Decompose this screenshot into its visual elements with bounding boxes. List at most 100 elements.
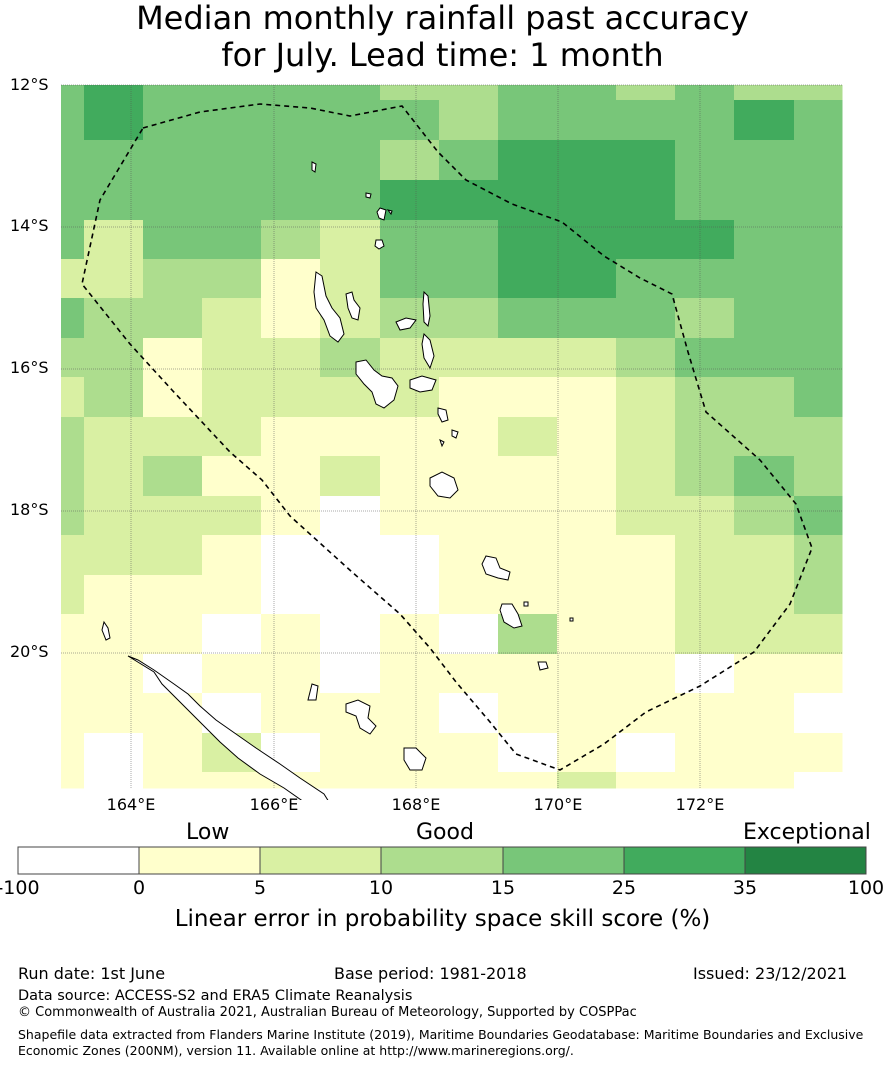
grid-cell bbox=[439, 259, 499, 299]
grid-cell bbox=[675, 496, 735, 536]
title-line-1: Median monthly rainfall past accuracy bbox=[136, 0, 749, 37]
grid-cell bbox=[794, 772, 843, 789]
grid-cell bbox=[202, 338, 262, 378]
grid-cell bbox=[439, 654, 499, 694]
grid-cell bbox=[675, 140, 735, 181]
skill-grid bbox=[61, 85, 843, 789]
grid-cell bbox=[61, 496, 85, 536]
grid-cell bbox=[557, 140, 617, 181]
grid-cell bbox=[143, 417, 203, 457]
grid-cell bbox=[320, 180, 381, 221]
grid-cell bbox=[84, 496, 144, 536]
run-date: Run date: 1st June bbox=[18, 964, 166, 983]
grid-cell bbox=[143, 456, 203, 497]
grid-cell bbox=[261, 338, 321, 378]
grid-cell bbox=[498, 85, 558, 101]
island-loyalty-mare bbox=[403, 747, 427, 771]
grid-cell bbox=[616, 693, 676, 734]
grid-cell bbox=[734, 377, 795, 418]
grid-cell bbox=[439, 733, 499, 773]
eez-boundary bbox=[81, 103, 813, 771]
grid-cell bbox=[498, 100, 558, 141]
island-malakula bbox=[355, 359, 399, 409]
grid-cell bbox=[675, 693, 735, 734]
legend-category-low: Low bbox=[186, 820, 230, 845]
island-loyalty-ouvea bbox=[307, 683, 319, 701]
grid-cell bbox=[320, 614, 381, 655]
grid-cell bbox=[380, 85, 440, 101]
colorbar bbox=[17, 846, 867, 875]
grid-cell bbox=[202, 140, 262, 181]
grid-cell bbox=[202, 535, 262, 576]
grid-cell bbox=[261, 140, 321, 181]
grid-cell bbox=[439, 85, 499, 101]
grid-cell bbox=[439, 772, 499, 789]
grid-cell bbox=[143, 575, 203, 615]
grid-cell bbox=[202, 614, 262, 655]
islands bbox=[101, 161, 574, 800]
grid-cell bbox=[84, 772, 144, 789]
grid-cell bbox=[734, 614, 795, 655]
lon-label-172e: 172°E bbox=[675, 795, 725, 814]
grid-cell bbox=[84, 377, 144, 418]
grid-cell bbox=[202, 100, 262, 141]
grid-cell bbox=[84, 85, 144, 101]
grid-cell bbox=[320, 140, 381, 181]
island-erromango bbox=[481, 555, 511, 581]
grid-cell bbox=[202, 220, 262, 260]
grid-cell bbox=[380, 614, 440, 655]
grid-cell bbox=[261, 654, 321, 694]
island-epi bbox=[437, 407, 449, 423]
lat-label-14s: 14°S bbox=[10, 216, 49, 235]
grid-cell bbox=[616, 535, 676, 576]
grid-cell bbox=[794, 85, 843, 101]
grid-cell bbox=[794, 693, 843, 734]
colorbar-title: Linear error in probability space skill … bbox=[174, 906, 711, 932]
grid-cell bbox=[675, 733, 735, 773]
grid-cell bbox=[84, 456, 144, 497]
grid-cell bbox=[675, 456, 735, 497]
grid-cell bbox=[202, 180, 262, 221]
base-period: Base period: 1981-2018 bbox=[334, 964, 527, 983]
colorbar-tick-label: 100 bbox=[847, 877, 885, 899]
grid-cell bbox=[320, 456, 381, 497]
issued-date: Issued: 23/12/2021 bbox=[693, 964, 848, 983]
grid-cell bbox=[794, 180, 843, 221]
grid-cell bbox=[261, 259, 321, 299]
grid-cell bbox=[84, 140, 144, 181]
shapefile-credit: Shapefile data extracted from Flanders M… bbox=[18, 1027, 864, 1058]
grid-cell bbox=[616, 456, 676, 497]
grid-cell bbox=[380, 100, 440, 141]
grid-cell bbox=[616, 417, 676, 457]
colorbar-tick-label: 25 bbox=[611, 877, 637, 899]
grid-cell bbox=[439, 417, 499, 457]
island-banks bbox=[365, 192, 393, 221]
grid-cell bbox=[380, 259, 440, 299]
lon-label-166e: 166°E bbox=[249, 795, 299, 814]
grid-cell bbox=[794, 496, 843, 536]
grid-cell bbox=[202, 496, 262, 536]
grid-cell bbox=[61, 654, 85, 694]
grid-cell bbox=[84, 220, 144, 260]
grid-cell bbox=[261, 575, 321, 615]
grid-cell bbox=[143, 338, 203, 378]
grid-cell bbox=[498, 220, 558, 260]
colorbar-swatch bbox=[502, 846, 625, 875]
legend-category-exceptional: Exceptional bbox=[743, 820, 871, 845]
grid-cell bbox=[143, 180, 203, 221]
grid-cell bbox=[794, 220, 843, 260]
colorbar-swatch bbox=[380, 846, 504, 875]
grid-cell bbox=[61, 220, 85, 260]
grid-cell bbox=[557, 654, 617, 694]
grid-cell bbox=[61, 100, 85, 141]
island-torres bbox=[311, 161, 317, 173]
grid-cell bbox=[380, 496, 440, 536]
grid-cell bbox=[143, 772, 203, 789]
island-aoba bbox=[395, 317, 417, 331]
grid-cell bbox=[320, 575, 381, 615]
grid-cell bbox=[202, 298, 262, 339]
grid-cell bbox=[557, 772, 617, 789]
grid-cell bbox=[61, 772, 85, 789]
grid-cell bbox=[84, 535, 144, 576]
grid-cell bbox=[734, 654, 795, 694]
